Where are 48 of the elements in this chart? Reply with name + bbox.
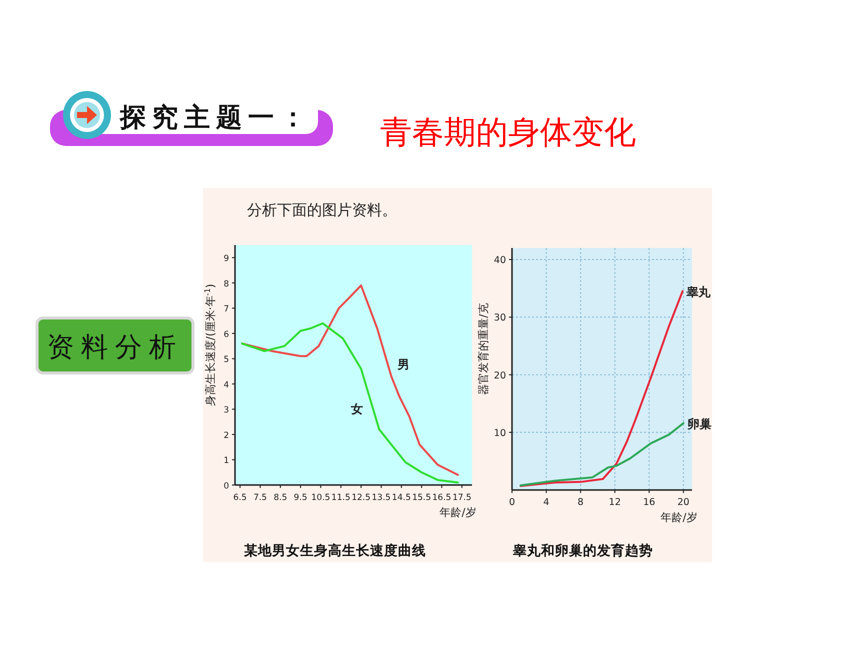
line-series: [520, 422, 684, 486]
y-tick-label: 6: [224, 330, 229, 340]
x-tick-label: 8: [578, 497, 584, 508]
x-tick-label: 7.5: [253, 493, 267, 503]
x-tick-label: 11.5: [331, 493, 350, 503]
line-series: [520, 290, 684, 487]
y-tick-label: 1: [224, 456, 229, 466]
text: 青春期的身体变化: [380, 113, 636, 151]
y-tick-label: 10: [494, 428, 506, 439]
x-tick-label: 9.5: [294, 493, 308, 503]
x-tick-label: 6.5: [233, 493, 247, 503]
x-tick-label: 15.5: [412, 493, 432, 503]
text: 探究主题一：: [119, 103, 312, 133]
y-tick-label: 5: [224, 355, 229, 366]
y-axis-title: 器官发育的重量/克: [477, 303, 490, 395]
y-tick-label: 30: [494, 312, 506, 324]
y-tick-label: 3: [224, 406, 229, 416]
y-tick-label: 7: [224, 304, 229, 315]
x-tick-label: 16: [643, 497, 656, 508]
x-tick-label: 8.5: [274, 493, 288, 503]
x-tick-label: 0: [508, 497, 516, 508]
series-label: 睾丸: [686, 285, 712, 300]
y-tick-label: 2: [224, 430, 229, 441]
x-tick-label: 4: [543, 497, 550, 508]
x-axis-title: 年龄/岁: [660, 511, 698, 524]
y-tick-label: 4: [224, 380, 229, 390]
x-tick-label: 12.5: [352, 493, 371, 503]
x-tick-label: 14.5: [392, 493, 411, 503]
text: 分析下面的图片资料。: [247, 201, 397, 219]
series-label: 男: [396, 357, 410, 372]
series-label: 女: [350, 402, 364, 416]
x-tick-label: 17.5: [452, 493, 472, 503]
y-tick-label: 9: [224, 254, 229, 264]
text: 睾丸和卵巢的发育趋势: [512, 542, 653, 559]
text: 资料分析: [47, 332, 183, 363]
y-tick-label: 8: [224, 279, 229, 290]
x-tick-label: 16.5: [432, 493, 452, 503]
x-tick-label: 12: [608, 497, 621, 508]
series-label: 卵巢: [686, 417, 712, 432]
line-series: [241, 322, 459, 484]
x-axis-title: 年龄/岁: [440, 506, 476, 519]
y-tick-label: 0: [224, 482, 229, 492]
y-tick-label: 20: [494, 370, 506, 382]
x-tick-label: 10.5: [311, 493, 330, 503]
text: 某地男女生身高生长速度曲线: [243, 542, 426, 559]
x-tick-label: 20: [677, 497, 690, 508]
x-tick-label: 13.5: [372, 493, 391, 503]
y-tick-label: 40: [494, 255, 506, 266]
